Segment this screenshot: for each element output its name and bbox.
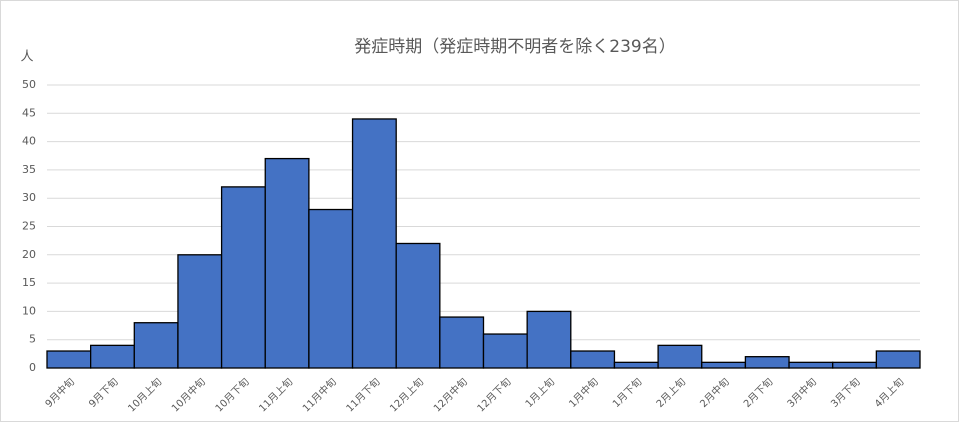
bar — [788, 361, 834, 369]
bar — [526, 310, 572, 369]
y-tick-label: 40 — [22, 135, 36, 148]
bar — [744, 356, 790, 369]
bar — [395, 242, 441, 369]
y-tick-label: 50 — [22, 78, 36, 91]
chart-title: 発症時期（発症時期不明者を除く239名） — [354, 37, 675, 57]
bar — [570, 350, 616, 369]
bar — [482, 333, 528, 369]
bar — [701, 361, 747, 369]
y-tick-label: 30 — [22, 191, 36, 204]
y-tick-label: 45 — [22, 106, 36, 119]
bar — [657, 344, 703, 369]
y-axis-label: 人 — [20, 50, 33, 65]
bar — [875, 350, 921, 369]
bar — [308, 208, 354, 369]
y-tick-label: 25 — [22, 220, 36, 233]
bar — [177, 254, 223, 369]
bar — [351, 118, 397, 369]
bar — [220, 186, 266, 369]
y-tick-label: 5 — [29, 333, 36, 346]
y-tick-label: 20 — [22, 248, 36, 261]
bar — [133, 322, 179, 369]
y-tick-label: 0 — [29, 361, 36, 374]
y-tick-label: 10 — [22, 304, 36, 317]
y-tick-label: 35 — [22, 163, 36, 176]
bar — [613, 361, 659, 369]
bar — [439, 316, 485, 369]
bar — [832, 361, 878, 369]
bar — [46, 350, 92, 369]
bar — [264, 157, 310, 369]
y-tick-label: 15 — [22, 276, 36, 289]
bar — [90, 344, 135, 369]
